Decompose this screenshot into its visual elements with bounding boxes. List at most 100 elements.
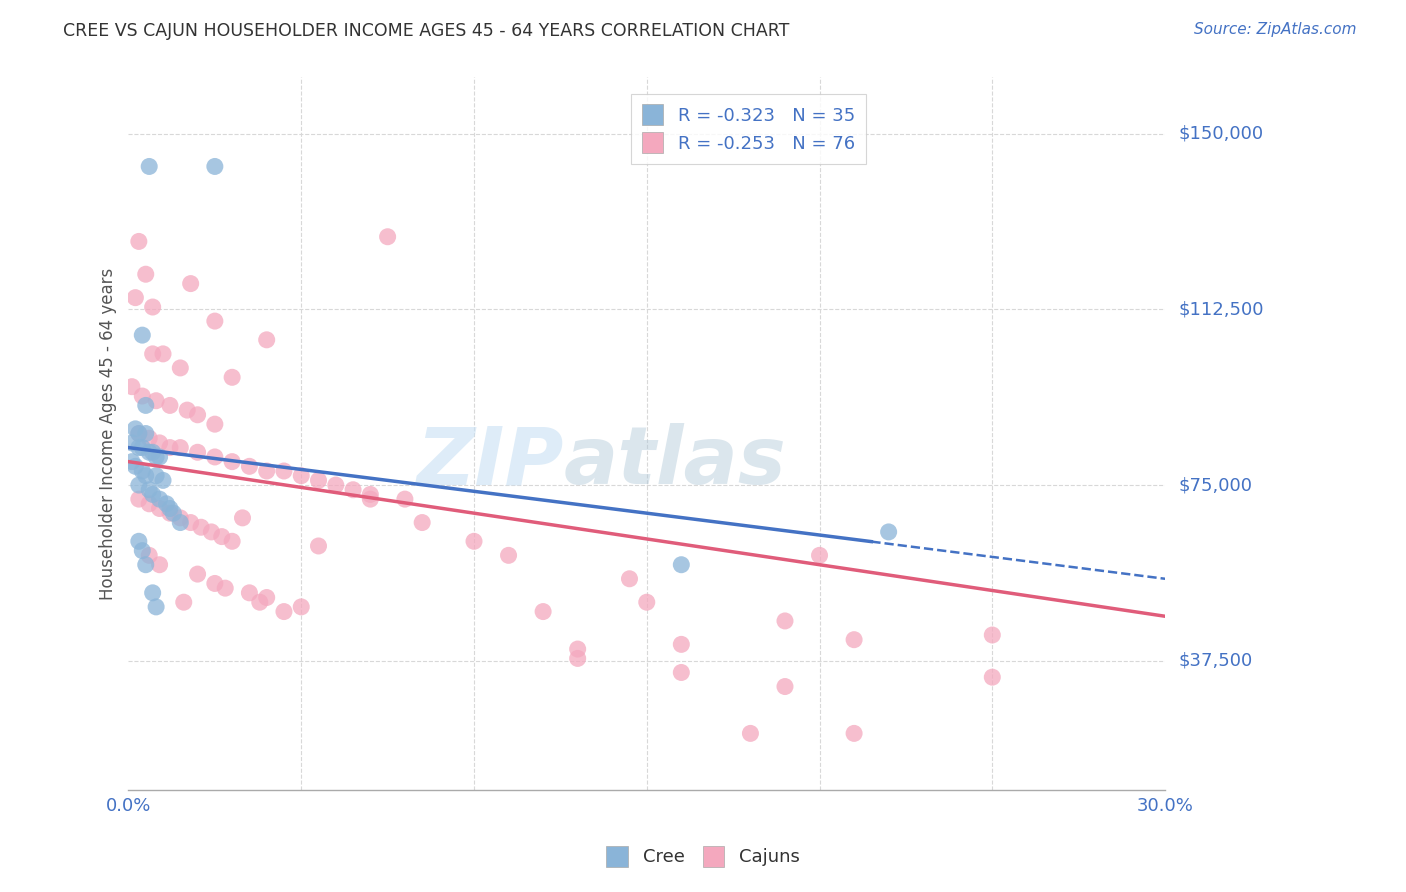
Point — [325, 478, 347, 492]
Point — [145, 468, 167, 483]
Point — [128, 441, 150, 455]
Point — [290, 468, 312, 483]
Point — [142, 300, 165, 314]
Point — [204, 160, 226, 174]
Point — [131, 389, 153, 403]
Point — [211, 530, 233, 544]
Point — [128, 478, 150, 492]
Y-axis label: Householder Income Ages 45 - 64 years: Householder Income Ages 45 - 64 years — [100, 268, 117, 599]
Point — [148, 501, 170, 516]
Point — [308, 474, 330, 488]
Point — [256, 591, 278, 605]
Text: $37,500: $37,500 — [1180, 652, 1253, 670]
Point — [221, 534, 243, 549]
Point — [256, 333, 278, 347]
Point — [138, 160, 160, 174]
Point — [773, 614, 796, 628]
Point — [128, 492, 150, 507]
Point — [169, 441, 191, 455]
Point — [138, 549, 160, 563]
Point — [131, 328, 153, 343]
Point — [169, 511, 191, 525]
Text: atlas: atlas — [564, 423, 786, 501]
Point — [121, 379, 143, 393]
Point — [173, 595, 195, 609]
Point — [180, 516, 202, 530]
Point — [142, 586, 165, 600]
Point — [981, 628, 1004, 642]
Point — [128, 235, 150, 249]
Point — [135, 468, 157, 483]
Point — [124, 459, 146, 474]
Point — [187, 445, 209, 459]
Point — [169, 360, 191, 375]
Point — [221, 455, 243, 469]
Point — [187, 408, 209, 422]
Point — [162, 506, 184, 520]
Point — [204, 417, 226, 432]
Point — [180, 277, 202, 291]
Point — [121, 436, 143, 450]
Point — [145, 599, 167, 614]
Point — [159, 506, 181, 520]
Point — [877, 524, 900, 539]
Point — [138, 497, 160, 511]
Point — [121, 455, 143, 469]
Point — [200, 524, 222, 539]
Point — [148, 558, 170, 572]
Point — [808, 549, 831, 563]
Point — [135, 426, 157, 441]
Point — [671, 665, 693, 680]
Point — [159, 399, 181, 413]
Point — [359, 492, 381, 507]
Point — [981, 670, 1004, 684]
Point — [190, 520, 212, 534]
Point — [214, 581, 236, 595]
Point — [128, 426, 150, 441]
Point — [124, 422, 146, 436]
Point — [773, 680, 796, 694]
Point — [148, 492, 170, 507]
Point — [204, 576, 226, 591]
Text: ZIP: ZIP — [416, 423, 564, 501]
Point — [740, 726, 762, 740]
Point — [135, 267, 157, 281]
Point — [671, 558, 693, 572]
Text: Source: ZipAtlas.com: Source: ZipAtlas.com — [1194, 22, 1357, 37]
Point — [231, 511, 253, 525]
Point — [394, 492, 416, 507]
Text: $112,500: $112,500 — [1180, 301, 1264, 318]
Point — [204, 314, 226, 328]
Point — [152, 347, 174, 361]
Point — [359, 487, 381, 501]
Point — [131, 441, 153, 455]
Point — [636, 595, 658, 609]
Point — [159, 441, 181, 455]
Text: CREE VS CAJUN HOUSEHOLDER INCOME AGES 45 - 64 YEARS CORRELATION CHART: CREE VS CAJUN HOUSEHOLDER INCOME AGES 45… — [63, 22, 790, 40]
Point — [411, 516, 433, 530]
Point — [142, 347, 165, 361]
Point — [128, 426, 150, 441]
Point — [567, 642, 589, 657]
Point — [145, 393, 167, 408]
Point — [377, 229, 399, 244]
Point — [308, 539, 330, 553]
Point — [148, 450, 170, 464]
Point — [145, 450, 167, 464]
Point — [138, 483, 160, 497]
Point — [671, 637, 693, 651]
Point — [128, 534, 150, 549]
Point — [273, 464, 295, 478]
Point — [619, 572, 641, 586]
Point — [498, 549, 520, 563]
Point — [187, 567, 209, 582]
Point — [155, 497, 177, 511]
Point — [256, 464, 278, 478]
Point — [138, 431, 160, 445]
Point — [463, 534, 485, 549]
Point — [169, 516, 191, 530]
Point — [148, 436, 170, 450]
Point — [159, 501, 181, 516]
Point — [131, 464, 153, 478]
Point — [238, 586, 260, 600]
